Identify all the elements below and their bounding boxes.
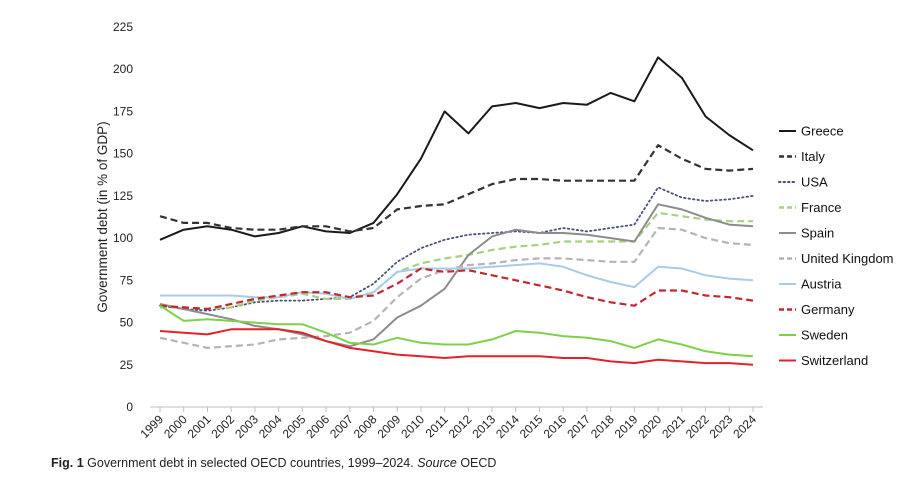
legend-label-italy: Italy bbox=[801, 149, 825, 164]
legend-label-sweden: Sweden bbox=[801, 328, 848, 343]
x-tick-label: 2008 bbox=[351, 412, 380, 441]
y-tick-label: 175 bbox=[113, 104, 133, 118]
y-tick-label: 50 bbox=[120, 316, 134, 330]
x-tick-label: 2024 bbox=[730, 412, 759, 441]
series-line-switzerland bbox=[159, 328, 754, 366]
series-layer bbox=[159, 56, 754, 366]
legend: Greece Italy USA France Spain United Kingdom A… bbox=[778, 124, 894, 368]
x-tick-label: 2010 bbox=[398, 412, 427, 441]
x-tick-label: 2016 bbox=[541, 412, 570, 441]
x-tick-label: 2019 bbox=[612, 412, 641, 441]
series-line-austria bbox=[160, 262, 754, 300]
legend-label-austria: Austria bbox=[801, 277, 842, 292]
x-tick-label: 2006 bbox=[303, 412, 332, 441]
x-tick-label: 2009 bbox=[375, 412, 404, 441]
series-line-greece bbox=[159, 56, 754, 241]
x-tick-label: 2007 bbox=[327, 412, 356, 441]
x-tick-label: 2003 bbox=[232, 412, 261, 441]
y-tick-label: 125 bbox=[113, 189, 133, 203]
x-tick-label: 2020 bbox=[635, 412, 664, 441]
y-tick-label: 100 bbox=[113, 231, 133, 245]
series-line-spain bbox=[159, 203, 754, 348]
x-tick-label: 2018 bbox=[588, 412, 617, 441]
y-axis-ticks: 0 25 50 75 100 125 150 175 200 225 bbox=[113, 20, 133, 414]
legend-label-france: France bbox=[801, 200, 841, 215]
y-tick-label: 75 bbox=[120, 273, 134, 287]
y-tick-label: 200 bbox=[113, 62, 133, 76]
x-tick-label: 2004 bbox=[256, 412, 285, 441]
legend-label-spain: Spain bbox=[801, 226, 834, 241]
x-tick-label: 2000 bbox=[161, 412, 190, 441]
series-line-sweden bbox=[159, 304, 754, 358]
y-tick-label: 0 bbox=[126, 400, 133, 414]
figure-caption: Fig. 1 Government debt in selected OECD … bbox=[51, 456, 496, 470]
y-tick-label: 25 bbox=[120, 358, 134, 372]
legend-label-usa: USA bbox=[801, 175, 828, 190]
x-tick-label: 2015 bbox=[517, 412, 546, 441]
legend-label-switzerland: Switzerland bbox=[801, 353, 868, 368]
x-tick-label: 2013 bbox=[469, 412, 498, 441]
legend-label-greece: Greece bbox=[801, 124, 844, 139]
series-line-germany bbox=[159, 267, 754, 311]
x-axis-ticks: 1999200020012002200320042005200620072008… bbox=[137, 407, 759, 441]
x-tick-label: 2011 bbox=[423, 412, 451, 440]
series-line-france bbox=[160, 211, 753, 311]
x-tick-label: 2012 bbox=[446, 412, 475, 441]
caption-source-label: Source bbox=[417, 456, 457, 470]
y-tick-label: 150 bbox=[113, 147, 133, 161]
figure-label: Fig. 1 bbox=[51, 456, 84, 470]
y-tick-label: 225 bbox=[113, 20, 133, 34]
caption-source: OECD bbox=[460, 456, 497, 470]
x-tick-label: 2002 bbox=[208, 412, 237, 441]
x-tick-label: 1999 bbox=[137, 412, 166, 441]
x-tick-label: 2014 bbox=[493, 412, 522, 441]
series-line-italy bbox=[159, 144, 754, 233]
legend-label-united-kingdom: United Kingdom bbox=[801, 251, 894, 266]
legend-label-germany: Germany bbox=[801, 302, 855, 317]
x-tick-label: 2021 bbox=[659, 412, 688, 441]
x-tick-label: 2001 bbox=[185, 412, 214, 441]
y-axis-title: Government debt (in % of GDP) bbox=[95, 121, 110, 312]
x-tick-label: 2005 bbox=[280, 412, 309, 441]
x-tick-label: 2023 bbox=[707, 412, 736, 441]
series-line-usa bbox=[159, 186, 754, 312]
x-tick-label: 2017 bbox=[564, 412, 593, 441]
x-tick-label: 2022 bbox=[683, 412, 712, 441]
caption-text: Government debt in selected OECD countri… bbox=[87, 456, 414, 470]
